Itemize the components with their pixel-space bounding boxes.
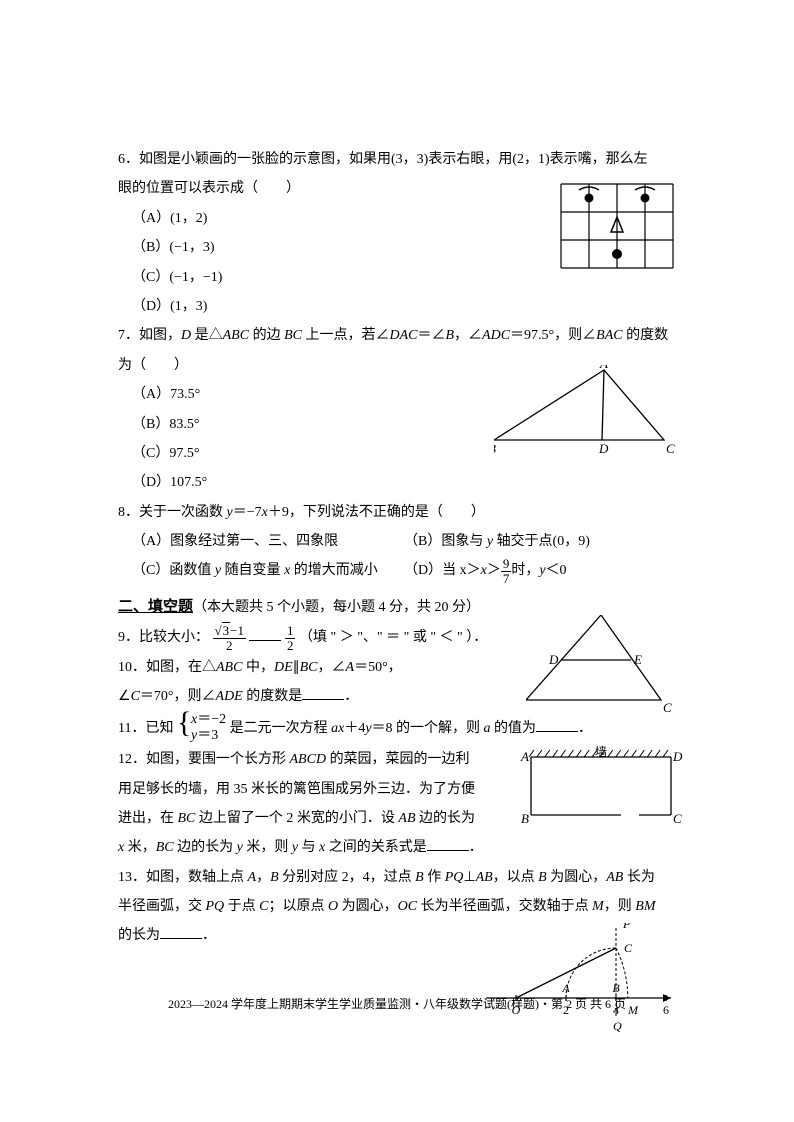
q10-blank	[302, 686, 344, 700]
svg-text:C: C	[666, 441, 675, 456]
question-11: 11．已知 x＝−2y＝3 是二元一次方程 ax＋4y＝8 的一个解，则 a 的…	[118, 712, 676, 746]
question-7: 7．如图，D 是△ABC 的边 BC 上一点，若∠DAC＝∠B，∠ADC＝97.…	[118, 321, 676, 497]
svg-text:A: A	[596, 615, 605, 617]
q11-line: 11．已知 x＝−2y＝3 是二元一次方程 ax＋4y＝8 的一个解，则 a 的…	[118, 712, 676, 746]
q12-blank	[427, 837, 469, 851]
q7-triangle-figure: A B C D	[494, 365, 684, 457]
q10-line1: 10．如图，在△ABC 中，DE∥BC，∠A＝50°，	[118, 653, 676, 682]
q13-blank	[160, 925, 202, 939]
q13-line1: 13．如图，数轴上点 A，B 分别对应 2，4，过点 B 作 PQ⊥AB，以点 …	[118, 863, 676, 892]
q10-line2: ∠C＝70°，则∠ADE 的度数是．	[118, 682, 676, 711]
svg-text:A: A	[599, 365, 608, 371]
q7-opt-d: （D）107.5°	[118, 468, 676, 497]
svg-text:D: D	[598, 441, 609, 456]
q8-opt-c: （C）函数值 y 随自变量 x 的增大而减小	[118, 556, 404, 585]
svg-text:C: C	[624, 941, 633, 955]
q12-line4: x 米，BC 边的长为 y 米，则 y 与 x 之间的关系式是．	[118, 833, 676, 862]
svg-text:墙: 墙	[595, 745, 607, 759]
svg-text:A: A	[520, 749, 529, 764]
q8-opt-d: （D）当 x＞x＞97时，y＜0	[404, 556, 676, 585]
svg-text:P: P	[622, 923, 631, 931]
q6-stem-a: 6．如图是小颖画的一张脸的示意图，如果用(3，3)表示右眼，用(2，1)表示嘴，…	[118, 145, 676, 174]
q6-opt-d: （D）(1，3)	[118, 292, 676, 321]
page-footer: 2023—2024 学年度上期期末学生学业质量监测・八年级数学试题(样题)・第 …	[0, 995, 794, 1012]
svg-text:D: D	[672, 749, 683, 764]
svg-text:C: C	[673, 811, 682, 825]
question-6: 6．如图是小颖画的一张脸的示意图，如果用(3，3)表示右眼，用(2，1)表示嘴，…	[118, 145, 676, 321]
question-10: 10．如图，在△ABC 中，DE∥BC，∠A＝50°， ∠C＝70°，则∠ADE…	[118, 653, 676, 712]
q9-blank	[249, 627, 281, 641]
q8-stem: 8．关于一次函数 y＝−7x＋9，下列说法不正确的是（ ）	[118, 498, 676, 527]
svg-text:A: A	[561, 981, 570, 995]
q11-blank	[536, 718, 578, 732]
q7-stem-a: 7．如图，D 是△ABC 的边 BC 上一点，若∠DAC＝∠B，∠ADC＝97.…	[118, 321, 676, 350]
question-8: 8．关于一次函数 y＝−7x＋9，下列说法不正确的是（ ） （A）图象经过第一、…	[118, 498, 676, 586]
q12-rect-figure: A D B C 墙	[519, 745, 684, 825]
svg-text:B: B	[612, 981, 620, 995]
svg-text:B: B	[494, 441, 496, 456]
q6-face-figure	[556, 179, 678, 273]
svg-text:B: B	[521, 811, 529, 825]
q13-numberline-figure: O246ABMCPQ	[476, 923, 686, 1033]
question-13: 13．如图，数轴上点 A，B 分别对应 2，4，过点 B 作 PQ⊥AB，以点 …	[118, 863, 676, 951]
q13-line2: 半径画弧，交 PQ 于点 C；以原点 O 为圆心，OC 长为半径画弧，交数轴于点…	[118, 892, 676, 921]
question-9: 9．比较大小： 3−12 12 （填 " ＞ "、" ＝ " 或 " ＜ " ）…	[118, 623, 676, 652]
q8-opt-b: （B）图象与 y 轴交于点(0，9)	[404, 527, 676, 556]
svg-text:Q: Q	[613, 1019, 622, 1033]
question-12: 12．如图，要围一个长方形 ABCD 的菜园，菜园的一边利 用足够长的墙，用 3…	[118, 745, 676, 863]
q8-opt-a: （A）图象经过第一、三、四象限	[118, 527, 404, 556]
